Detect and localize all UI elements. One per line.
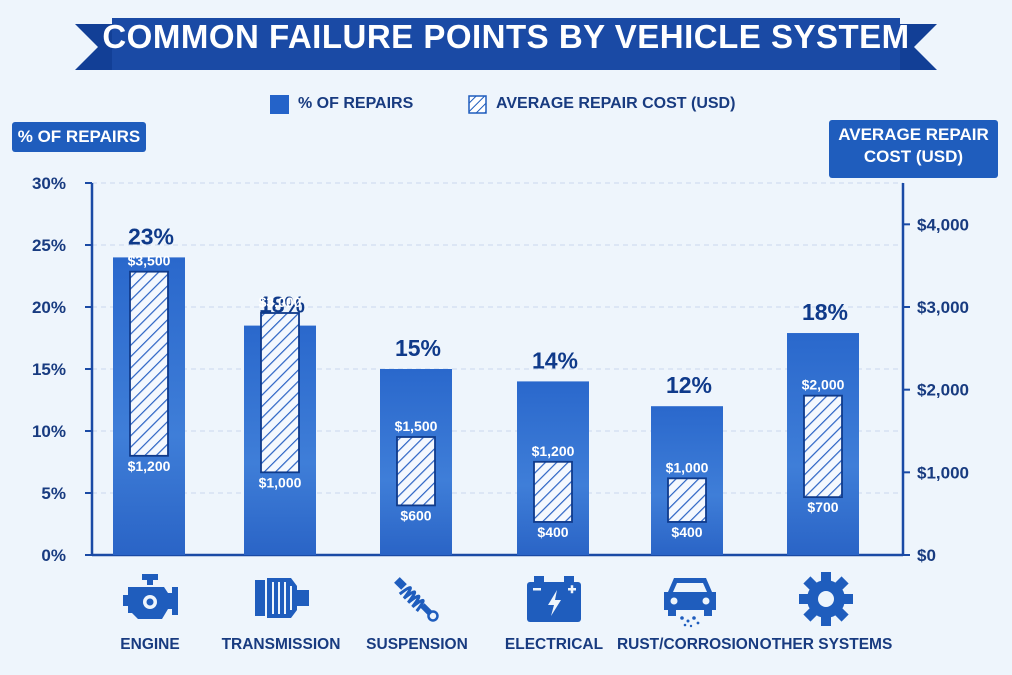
right-tick-label: $3,000: [917, 298, 969, 317]
gear-icon: [799, 572, 853, 626]
repairs-value-label: 18%: [802, 299, 848, 325]
right-axis-title-box: AVERAGE REPAIR COST (USD): [829, 120, 998, 178]
cost-high-label: $2,000: [802, 377, 845, 393]
left-axis-title: % OF REPAIRS: [12, 122, 146, 152]
cost-range-box: [396, 436, 436, 507]
cost-low-label: $400: [537, 524, 568, 540]
legend-label-cost: AVERAGE REPAIR COST (USD): [496, 95, 736, 112]
title-banner: [75, 18, 937, 70]
left-tick-label: 0%: [41, 546, 66, 565]
cost-range-box: [129, 270, 169, 457]
left-tick-label: 30%: [32, 174, 66, 193]
cost-high-label: $3,500: [128, 253, 171, 269]
right-tick-label: $1,000: [917, 463, 969, 482]
right-tick-label: $2,000: [917, 381, 969, 400]
category-label: ELECTRICAL: [504, 636, 604, 653]
cost-low-label: $400: [671, 524, 702, 540]
left-tick-label: 10%: [32, 422, 66, 441]
repairs-value-label: 12%: [666, 372, 712, 398]
category-label: RUST/CORROSION: [616, 636, 760, 653]
right-tick-label: $4,000: [917, 215, 969, 234]
transmission-icon: [255, 578, 309, 618]
cost-low-label: $700: [807, 499, 838, 515]
cost-high-label: $1,000: [666, 459, 709, 475]
category-label: ENGINE: [120, 636, 180, 653]
cost-low-label: $1,000: [259, 474, 302, 490]
left-tick-label: 25%: [32, 236, 66, 255]
legend-item-cost: AVERAGE REPAIR COST (USD): [468, 93, 735, 115]
legend-label-repairs: % OF REPAIRS: [298, 95, 414, 112]
category-label: TRANSMISSION: [221, 636, 341, 653]
repairs-value-label: 23%: [128, 223, 174, 249]
battery-icon: [527, 576, 581, 622]
car-rust-icon: [664, 578, 716, 628]
left-tick-label: 20%: [32, 298, 66, 317]
left-tick-label: 5%: [41, 484, 66, 503]
cost-high-label: $3,000: [259, 294, 302, 310]
right-axis-title-line2: COST (USD): [863, 147, 964, 166]
suspension-icon: [394, 577, 439, 622]
right-tick-label: $0: [917, 546, 936, 565]
cost-low-label: $600: [400, 507, 431, 523]
legend-swatch-hatched: [468, 94, 487, 114]
cost-range-box: [803, 394, 843, 499]
chart-title: COMMON FAILURE POINTS BY VEHICLE SYSTEM: [102, 18, 910, 55]
engine-icon: [123, 574, 178, 619]
cost-range-box: [533, 460, 573, 523]
left-tick-label: 15%: [32, 360, 66, 379]
cost-range-box: [260, 312, 300, 474]
right-axis-title-line1: AVERAGE REPAIR: [838, 125, 989, 144]
category-label: SUSPENSION: [366, 636, 468, 653]
repairs-value-label: 14%: [532, 347, 578, 373]
cost-high-label: $1,200: [532, 443, 575, 459]
legend-swatch-solid: [270, 94, 289, 114]
repairs-value-label: 15%: [395, 335, 441, 361]
cost-high-label: $1,500: [395, 418, 438, 434]
category-label: OTHER SYSTEMS: [759, 636, 893, 653]
legend-item-repairs: % OF REPAIRS: [270, 93, 413, 115]
cost-range-box: [667, 477, 707, 523]
cost-low-label: $1,200: [128, 458, 171, 474]
